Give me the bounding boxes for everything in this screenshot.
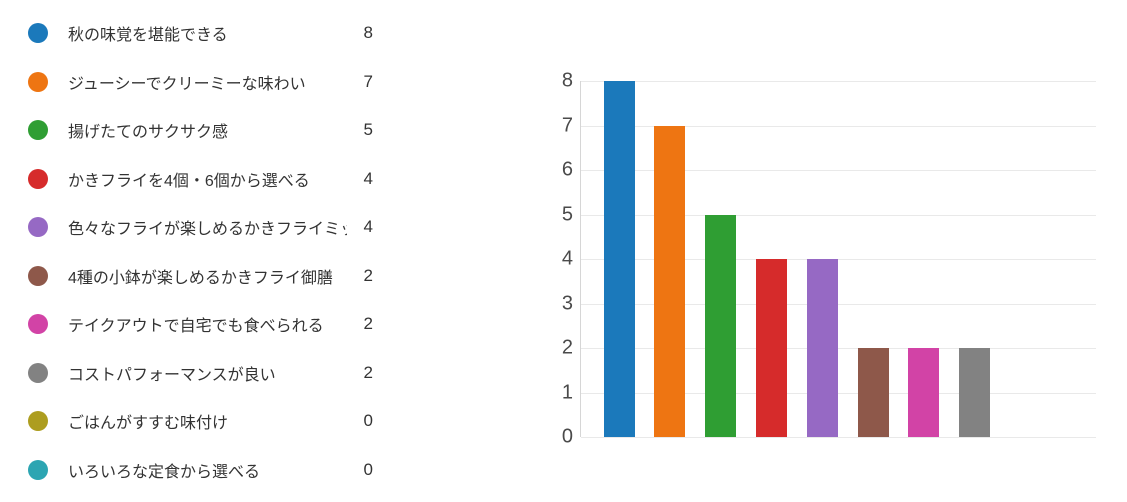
legend-item-count: 7 <box>363 71 373 91</box>
bar-6[interactable] <box>857 348 889 437</box>
gridline-4 <box>581 259 1096 260</box>
legend-color-dot-7 <box>28 314 48 335</box>
legend-color-dot-2 <box>28 71 48 92</box>
legend-item-label: ごはんがすすむ味付け <box>68 415 229 433</box>
legend-item-6: 4種の小鉢が楽しめるかきフライ御膳 2 <box>28 252 373 301</box>
legend-item-count: 0 <box>363 411 373 431</box>
legend-item-label: 秋の味覚を堪能できる <box>68 27 228 45</box>
legend-item-5: 色々なフライが楽しめるかきフライミッ... 4 <box>28 203 373 252</box>
legend-color-dot-4 <box>28 168 48 189</box>
legend-color-dot-5 <box>28 217 48 238</box>
gridline-3 <box>581 303 1096 305</box>
legend-item-8: コストパフォーマンスが良い 2 <box>28 349 373 398</box>
y-axis-tick-label-8: 8 <box>561 69 573 92</box>
legend-color-dot-3 <box>28 120 48 141</box>
bar-4[interactable] <box>755 259 787 437</box>
bar-5[interactable] <box>806 259 838 437</box>
legend-item-label: 4種の小鉢が楽しめるかきフライ御膳 <box>68 269 333 287</box>
legend-item-1: 秋の味覚を堪能できる 8 <box>28 9 373 58</box>
legend-item-count: 2 <box>363 314 373 334</box>
y-axis-tick-label-3: 3 <box>561 292 573 315</box>
legend-color-dot-1 <box>28 23 48 44</box>
chart-legend: 秋の味覚を堪能できる 8 ジューシーでクリーミーな味わい 7 揚げたてのサクサク… <box>28 9 373 494</box>
legend-item-count: 4 <box>363 168 373 188</box>
legend-item-label: コストパフォーマンスが良い <box>68 366 276 384</box>
gridline-2 <box>581 348 1096 349</box>
bar-3[interactable] <box>705 214 737 437</box>
y-axis-tick-label-7: 7 <box>561 114 573 137</box>
legend-color-dot-8 <box>28 362 48 383</box>
legend-item-label: テイクアウトで自宅でも食べられる <box>68 318 324 336</box>
bar-2[interactable] <box>654 125 686 437</box>
bar-chart-plot-area: 0 1 2 3 4 5 6 7 8 <box>562 71 1096 447</box>
bar-1[interactable] <box>603 81 635 437</box>
y-axis-tick-label-2: 2 <box>561 336 573 359</box>
legend-item-label: かきフライを4個・6個から選べる <box>68 172 310 190</box>
bar-8[interactable] <box>959 348 991 437</box>
gridline-7 <box>581 125 1096 127</box>
gridline-6 <box>581 170 1096 171</box>
gridline-8 <box>581 81 1096 82</box>
legend-item-4: かきフライを4個・6個から選べる 4 <box>28 155 373 204</box>
legend-item-7: テイクアウトで自宅でも食べられる 2 <box>28 300 373 349</box>
legend-item-label: 色々なフライが楽しめるかきフライミッ... <box>68 221 347 239</box>
gridline-1 <box>581 392 1096 394</box>
y-axis-tick-label-5: 5 <box>561 203 573 226</box>
gridline-5 <box>581 214 1096 216</box>
legend-item-count: 4 <box>363 217 373 237</box>
legend-color-dot-10 <box>28 459 48 480</box>
legend-color-dot-6 <box>28 265 48 286</box>
y-axis-tick-label-4: 4 <box>561 247 573 270</box>
y-axis-tick-label-1: 1 <box>561 381 573 404</box>
legend-item-label: 揚げたてのサクサク感 <box>68 124 229 142</box>
y-axis-tick-label-6: 6 <box>561 158 573 181</box>
legend-item-count: 8 <box>363 23 373 43</box>
legend-item-9: ごはんがすすむ味付け 0 <box>28 397 373 446</box>
gridline-0 <box>581 437 1096 438</box>
legend-item-count: 0 <box>363 459 373 479</box>
legend-item-count: 2 <box>363 362 373 382</box>
legend-item-count: 5 <box>363 120 373 140</box>
legend-item-label: ジューシーでクリーミーな味わい <box>68 75 306 93</box>
legend-item-3: 揚げたてのサクサク感 5 <box>28 106 373 155</box>
bar-7[interactable] <box>908 348 940 437</box>
legend-item-count: 2 <box>363 265 373 285</box>
y-axis-tick-label-0: 0 <box>561 425 573 448</box>
legend-item-2: ジューシーでクリーミーな味わい 7 <box>28 58 373 107</box>
legend-item-10: いろいろな定食から選べる 0 <box>28 446 373 495</box>
legend-color-dot-9 <box>28 411 48 432</box>
legend-item-label: いろいろな定食から選べる <box>68 463 261 481</box>
